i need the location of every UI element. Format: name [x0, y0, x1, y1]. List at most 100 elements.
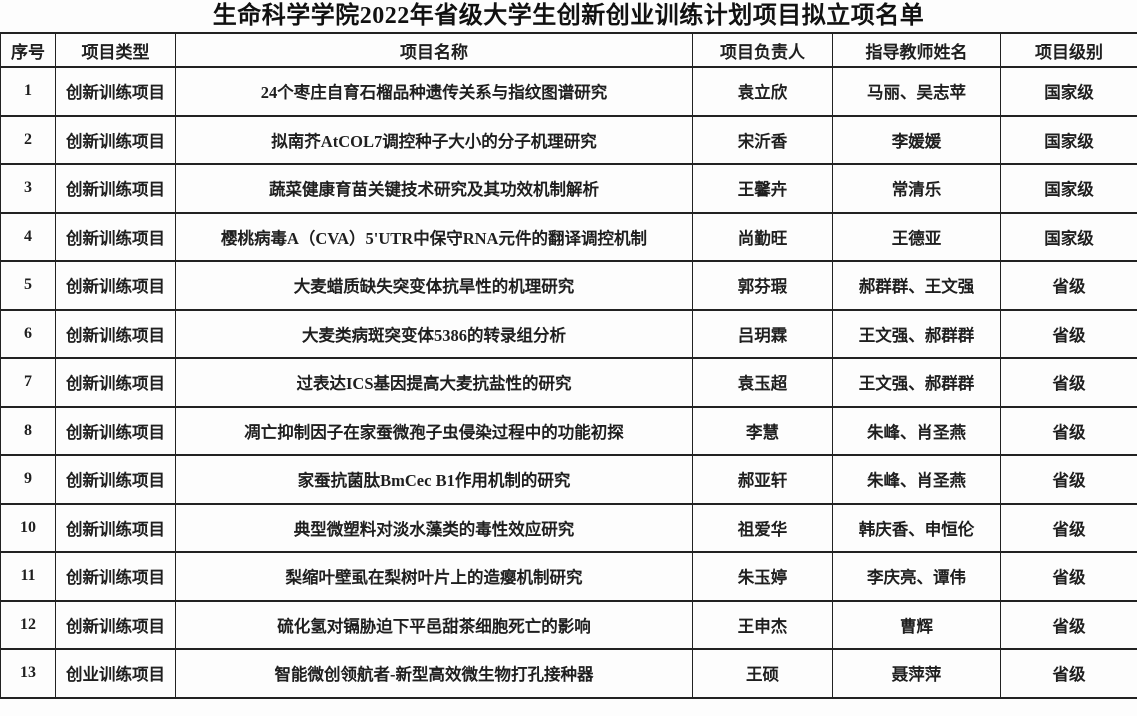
row-number-cell: 1 — [0, 66, 56, 117]
row-number-cell: 7 — [0, 357, 56, 408]
project-name-cell: 拟南芥AtCOL7调控种子大小的分子机理研究 — [175, 114, 693, 165]
leader-cell: 朱玉婷 — [692, 551, 833, 602]
level-cell: 国家级 — [1000, 114, 1137, 165]
table-row: 3 创新训练项目 蔬菜健康育苗关键技术研究及其功效机制解析 王馨卉 常清乐 国家级 — [0, 163, 1137, 214]
project-name-cell: 过表达ICS基因提高大麦抗盐性的研究 — [175, 357, 693, 408]
advisors-cell: 曹辉 — [832, 599, 1001, 650]
leader-cell: 祖爱华 — [692, 502, 833, 553]
project-name-cell: 大麦类病斑突变体5386的转录组分析 — [175, 308, 693, 359]
project-type-cell: 创新训练项目 — [55, 551, 176, 602]
project-name-cell: 大麦蜡质缺失突变体抗旱性的机理研究 — [175, 260, 693, 311]
table-row: 9 创新训练项目 家蚕抗菌肽BmCec B1作用机制的研究 郝亚轩 朱峰、肖圣燕 省级 — [0, 454, 1137, 505]
project-name-cell: 家蚕抗菌肽BmCec B1作用机制的研究 — [175, 454, 693, 505]
row-number-cell: 2 — [0, 114, 56, 165]
row-number-cell: 5 — [0, 260, 56, 311]
header-project-level: 项目级别 — [1000, 32, 1137, 68]
project-name-cell: 凋亡抑制因子在家蚕微孢子虫侵染过程中的功能初探 — [175, 405, 693, 456]
level-cell: 省级 — [1000, 551, 1137, 602]
header-project-type: 项目类型 — [55, 32, 176, 68]
level-cell: 国家级 — [1000, 211, 1137, 262]
project-type-cell: 创新训练项目 — [55, 114, 176, 165]
leader-cell: 袁立欣 — [692, 66, 833, 117]
project-table: 序号 项目类型 项目名称 项目负责人 指导教师姓名 项目级别 1 创新训练项目 24… — [0, 32, 1137, 699]
row-number-cell: 13 — [0, 648, 56, 699]
project-type-cell: 创新训练项目 — [55, 308, 176, 359]
project-type-cell: 创新训练项目 — [55, 357, 176, 408]
leader-cell: 王馨卉 — [692, 163, 833, 214]
project-type-cell: 创业训练项目 — [55, 648, 176, 699]
project-name-cell: 蔬菜健康育苗关键技术研究及其功效机制解析 — [175, 163, 693, 214]
leader-cell: 袁玉超 — [692, 357, 833, 408]
project-type-cell: 创新训练项目 — [55, 260, 176, 311]
advisors-cell: 王文强、郝群群 — [832, 308, 1001, 359]
table-row: 13 创业训练项目 智能微创领航者-新型高效微生物打孔接种器 王硕 聂萍萍 省级 — [0, 648, 1137, 699]
project-name-cell: 梨缩叶壁虱在梨树叶片上的造瘿机制研究 — [175, 551, 693, 602]
leader-cell: 王硕 — [692, 648, 833, 699]
project-type-cell: 创新训练项目 — [55, 502, 176, 553]
advisors-cell: 郝群群、王文强 — [832, 260, 1001, 311]
advisors-cell: 李庆亮、谭伟 — [832, 551, 1001, 602]
advisors-cell: 朱峰、肖圣燕 — [832, 454, 1001, 505]
row-number-cell: 9 — [0, 454, 56, 505]
row-number-cell: 3 — [0, 163, 56, 214]
level-cell: 国家级 — [1000, 163, 1137, 214]
table-header-row: 序号 项目类型 项目名称 项目负责人 指导教师姓名 项目级别 — [0, 32, 1137, 68]
project-type-cell: 创新训练项目 — [55, 211, 176, 262]
advisors-cell: 聂萍萍 — [832, 648, 1001, 699]
row-number-cell: 6 — [0, 308, 56, 359]
advisors-cell: 常清乐 — [832, 163, 1001, 214]
project-type-cell: 创新训练项目 — [55, 163, 176, 214]
advisors-cell: 韩庆香、申恒伦 — [832, 502, 1001, 553]
leader-cell: 王申杰 — [692, 599, 833, 650]
header-project-leader: 项目负责人 — [692, 32, 833, 68]
project-name-cell: 智能微创领航者-新型高效微生物打孔接种器 — [175, 648, 693, 699]
table-row: 4 创新训练项目 樱桃病毒A（CVA）5'UTR中保守RNA元件的翻译调控机制 尚勤旺… — [0, 211, 1137, 262]
table-row: 2 创新训练项目 拟南芥AtCOL7调控种子大小的分子机理研究 宋沂香 李媛媛 国家级 — [0, 114, 1137, 165]
leader-cell: 郝亚轩 — [692, 454, 833, 505]
table-row: 8 创新训练项目 凋亡抑制因子在家蚕微孢子虫侵染过程中的功能初探 李慧 朱峰、肖圣燕 省级 — [0, 405, 1137, 456]
level-cell: 省级 — [1000, 260, 1137, 311]
leader-cell: 郭芬瑕 — [692, 260, 833, 311]
level-cell: 省级 — [1000, 357, 1137, 408]
leader-cell: 吕玥霖 — [692, 308, 833, 359]
project-type-cell: 创新训练项目 — [55, 66, 176, 117]
table-body: 1 创新训练项目 24个枣庄自育石榴品种遗传关系与指纹图谱研究 袁立欣 马丽、吴志苹 国家… — [0, 66, 1137, 699]
table-row: 7 创新训练项目 过表达ICS基因提高大麦抗盐性的研究 袁玉超 王文强、郝群群 省级 — [0, 357, 1137, 408]
project-name-cell: 樱桃病毒A（CVA）5'UTR中保守RNA元件的翻译调控机制 — [175, 211, 693, 262]
header-serial-number: 序号 — [0, 32, 56, 68]
header-project-name: 项目名称 — [175, 32, 693, 68]
advisors-cell: 李媛媛 — [832, 114, 1001, 165]
advisors-cell: 朱峰、肖圣燕 — [832, 405, 1001, 456]
advisors-cell: 王德亚 — [832, 211, 1001, 262]
leader-cell: 宋沂香 — [692, 114, 833, 165]
level-cell: 省级 — [1000, 502, 1137, 553]
project-name-cell: 硫化氢对镉胁迫下平邑甜茶细胞死亡的影响 — [175, 599, 693, 650]
level-cell: 省级 — [1000, 405, 1137, 456]
row-number-cell: 11 — [0, 551, 56, 602]
project-type-cell: 创新训练项目 — [55, 599, 176, 650]
level-cell: 省级 — [1000, 648, 1137, 699]
table-row: 6 创新训练项目 大麦类病斑突变体5386的转录组分析 吕玥霖 王文强、郝群群 省级 — [0, 308, 1137, 359]
row-number-cell: 10 — [0, 502, 56, 553]
leader-cell: 李慧 — [692, 405, 833, 456]
leader-cell: 尚勤旺 — [692, 211, 833, 262]
project-name-cell: 典型微塑料对淡水藻类的毒性效应研究 — [175, 502, 693, 553]
project-type-cell: 创新训练项目 — [55, 405, 176, 456]
page-title: 生命科学学院2022年省级大学生创新创业训练计划项目拟立项名单 — [212, 3, 925, 29]
project-name-cell: 24个枣庄自育石榴品种遗传关系与指纹图谱研究 — [175, 66, 693, 117]
project-type-cell: 创新训练项目 — [55, 454, 176, 505]
row-number-cell: 8 — [0, 405, 56, 456]
table-row: 10 创新训练项目 典型微塑料对淡水藻类的毒性效应研究 祖爱华 韩庆香、申恒伦 省级 — [0, 502, 1137, 553]
level-cell: 省级 — [1000, 308, 1137, 359]
level-cell: 省级 — [1000, 599, 1137, 650]
table-row: 1 创新训练项目 24个枣庄自育石榴品种遗传关系与指纹图谱研究 袁立欣 马丽、吴志苹 国家… — [0, 66, 1137, 117]
row-number-cell: 12 — [0, 599, 56, 650]
advisors-cell: 马丽、吴志苹 — [832, 66, 1001, 117]
table-row: 12 创新训练项目 硫化氢对镉胁迫下平邑甜茶细胞死亡的影响 王申杰 曹辉 省级 — [0, 599, 1137, 650]
header-advisor-name: 指导教师姓名 — [832, 32, 1001, 68]
advisors-cell: 王文强、郝群群 — [832, 357, 1001, 408]
row-number-cell: 4 — [0, 211, 56, 262]
table-row: 5 创新训练项目 大麦蜡质缺失突变体抗旱性的机理研究 郭芬瑕 郝群群、王文强 省级 — [0, 260, 1137, 311]
table-row: 11 创新训练项目 梨缩叶壁虱在梨树叶片上的造瘿机制研究 朱玉婷 李庆亮、谭伟 省级 — [0, 551, 1137, 602]
level-cell: 省级 — [1000, 454, 1137, 505]
